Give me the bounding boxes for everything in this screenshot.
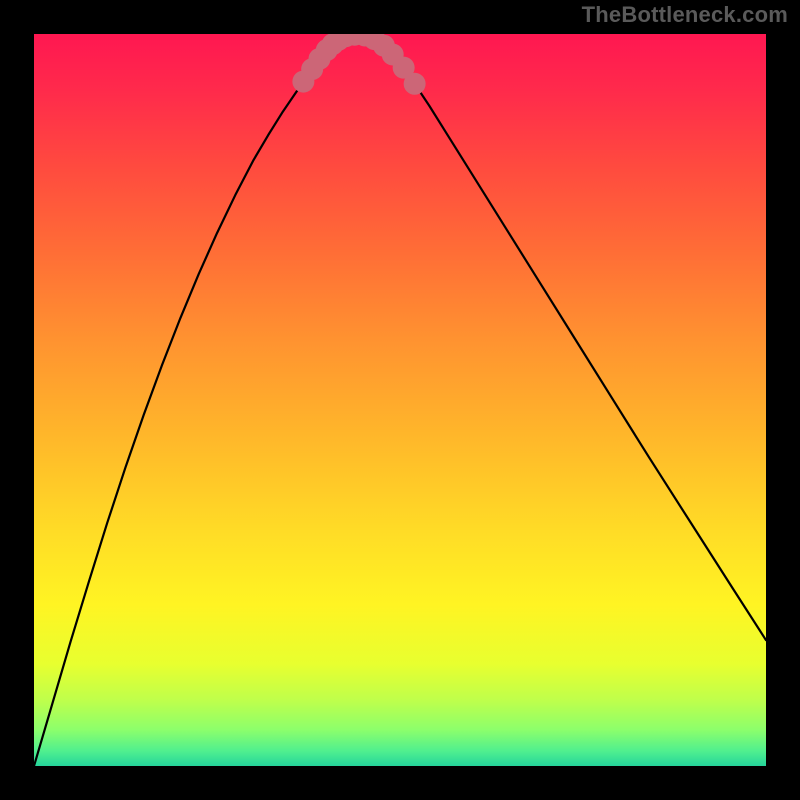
highlight-markers xyxy=(292,34,425,95)
chart-root: TheBottleneck.com xyxy=(0,0,800,800)
chart-svg xyxy=(34,34,766,766)
watermark-text: TheBottleneck.com xyxy=(582,2,788,28)
highlight-marker xyxy=(404,73,426,95)
main-curve xyxy=(34,35,766,766)
plot-area xyxy=(34,34,766,766)
